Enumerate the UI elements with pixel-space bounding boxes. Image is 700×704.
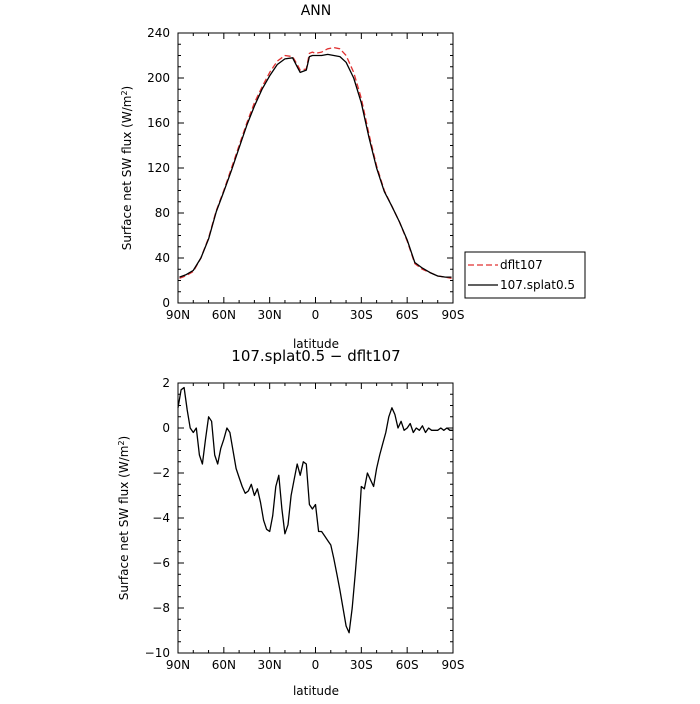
bottom-x-tick-label: 30S bbox=[350, 658, 373, 672]
top-x-tick-label: 30N bbox=[258, 308, 282, 322]
bottom-x-tick-label: 90N bbox=[166, 658, 190, 672]
top-x-tick-label: 0 bbox=[312, 308, 320, 322]
top-y-axis-label-close: ) bbox=[120, 86, 134, 91]
bottom-series-group bbox=[177, 386, 453, 634]
bottom-y-tick-label: −4 bbox=[152, 511, 170, 525]
top-y-axis-label-main: Surface net SW flux (W/m bbox=[120, 96, 134, 251]
bottom-chart-title: 107.splat0.5 − dflt107 bbox=[231, 347, 400, 365]
top-x-tick-label: 60S bbox=[396, 308, 419, 322]
top-y-tick-label: 120 bbox=[147, 161, 170, 175]
bottom-panel: 107.splat0.5 − dflt107 90N 60N 30N 0 30S 60S 9… bbox=[117, 347, 465, 698]
top-chart-title: ANN bbox=[301, 3, 332, 19]
bottom-plot-frame bbox=[177, 382, 454, 654]
bottom-x-tick-label: 60S bbox=[396, 658, 419, 672]
bottom-y-tick-label: 0 bbox=[162, 421, 170, 435]
bottom-x-tick-label: 30N bbox=[258, 658, 282, 672]
bottom-y-tick-label: −10 bbox=[145, 646, 170, 660]
top-x-tick-label: 90N bbox=[166, 308, 190, 322]
top-y-tick-label: 160 bbox=[147, 116, 170, 130]
top-y-axis-label-sup: 2 bbox=[120, 90, 129, 95]
bottom-y-axis-label-main: Surface net SW flux (W/m bbox=[117, 446, 131, 601]
bottom-y-axis-label: Surface net SW flux (W/m2) bbox=[117, 436, 132, 600]
bottom-x-axis-label: latitude bbox=[293, 684, 339, 698]
top-y-tick-label: 0 bbox=[162, 296, 170, 310]
bottom-series-line-0 bbox=[177, 386, 453, 634]
bottom-x-tick-label: 0 bbox=[312, 658, 320, 672]
top-panel: ANN 90N 60N 30N 0 30S 60S 90S 0 40 80 120 160 200 240… bbox=[120, 3, 586, 351]
top-series-line-dflt107 bbox=[179, 46, 452, 279]
top-x-tick-label: 60N bbox=[212, 308, 236, 322]
legend-label-splat: 107.splat0.5 bbox=[500, 278, 575, 292]
bottom-y-tick-label: −2 bbox=[152, 466, 170, 480]
top-y-tick-label: 200 bbox=[147, 71, 170, 85]
bottom-y-axis-label-close: ) bbox=[117, 436, 131, 441]
bottom-axes: 90N 60N 30N 0 30S 60S 90S 2 0 −2 −4 −6 −8 −10 bbox=[145, 376, 465, 672]
bottom-y-tick-label: −8 bbox=[152, 601, 170, 615]
bottom-y-axis-label-sup: 2 bbox=[117, 440, 126, 445]
bottom-y-tick-label: −6 bbox=[152, 556, 170, 570]
bottom-y-tick-label: 2 bbox=[162, 376, 170, 390]
legend-box bbox=[464, 251, 586, 299]
legend: dflt107 107.splat0.5 bbox=[464, 251, 586, 299]
bottom-x-tick-label: 90S bbox=[442, 658, 465, 672]
legend-label-dflt107: dflt107 bbox=[500, 258, 543, 272]
top-y-tick-label: 40 bbox=[155, 251, 170, 265]
top-series-line-107-splat0-5 bbox=[179, 53, 452, 278]
top-x-axis-label: latitude bbox=[293, 337, 339, 351]
top-series-group bbox=[179, 46, 452, 279]
top-y-axis-label: Surface net SW flux (W/m2) bbox=[120, 86, 135, 250]
top-plot-frame bbox=[177, 32, 454, 304]
top-axes: 90N 60N 30N 0 30S 60S 90S 0 40 80 120 160 200 240 bbox=[147, 26, 464, 322]
top-x-tick-label: 30S bbox=[350, 308, 373, 322]
bottom-x-tick-label: 60N bbox=[212, 658, 236, 672]
top-y-tick-label: 240 bbox=[147, 26, 170, 40]
top-y-tick-label: 80 bbox=[155, 206, 170, 220]
top-x-tick-label: 90S bbox=[442, 308, 465, 322]
